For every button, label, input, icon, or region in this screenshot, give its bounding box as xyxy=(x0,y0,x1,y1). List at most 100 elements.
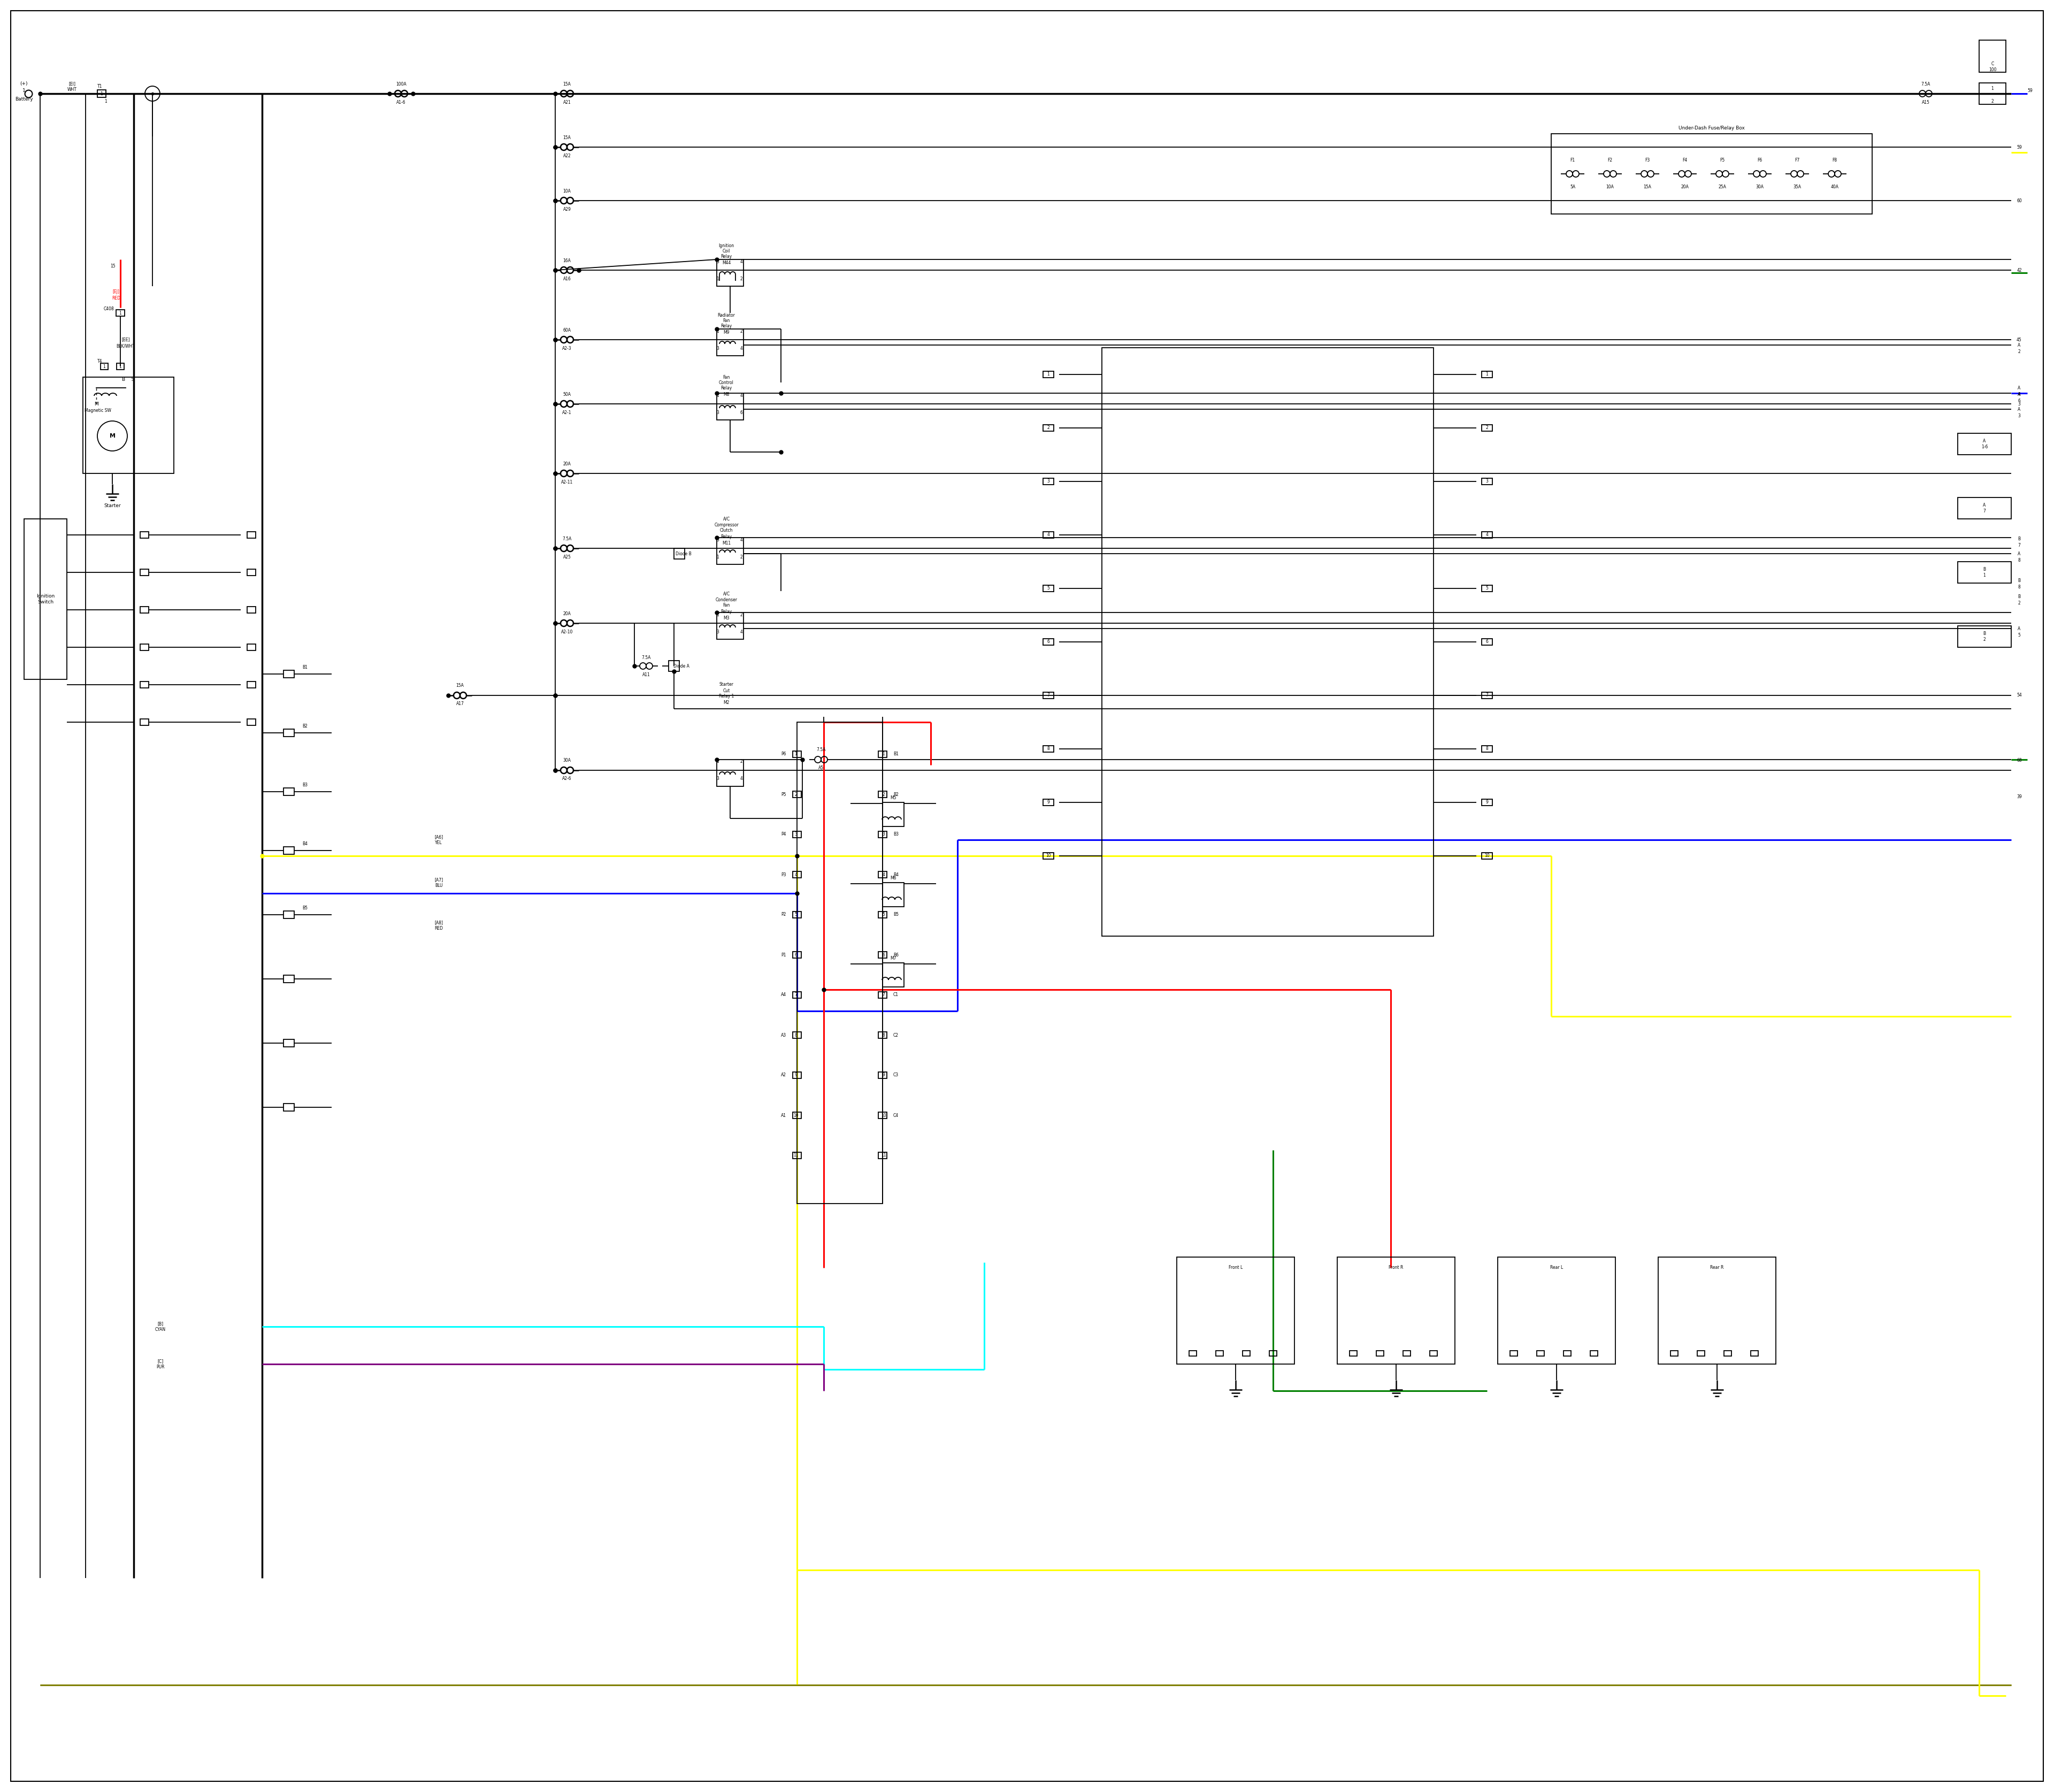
Text: 7.5A: 7.5A xyxy=(641,656,651,659)
Text: 7.5A: 7.5A xyxy=(1920,82,1931,86)
Bar xyxy=(1590,1351,1598,1357)
Text: Relay: Relay xyxy=(721,324,731,328)
Bar xyxy=(1043,586,1054,591)
Bar xyxy=(1750,1351,1758,1357)
Bar xyxy=(879,831,887,837)
Text: 2: 2 xyxy=(1048,425,1050,430)
Text: 4: 4 xyxy=(739,260,744,263)
Bar xyxy=(1697,1351,1705,1357)
Text: Cut: Cut xyxy=(723,688,729,694)
Bar xyxy=(1957,498,2011,520)
Text: A5: A5 xyxy=(817,765,824,771)
Text: 25A: 25A xyxy=(1719,185,1725,190)
Text: A25: A25 xyxy=(563,554,571,559)
Text: B: B xyxy=(2017,579,2021,582)
Text: 3: 3 xyxy=(717,538,719,543)
Bar xyxy=(1043,532,1054,538)
Text: [EI]: [EI] xyxy=(68,82,76,86)
Text: F4: F4 xyxy=(1682,158,1688,163)
Text: 20A: 20A xyxy=(563,611,571,616)
Text: 1: 1 xyxy=(717,554,719,559)
Text: B
2: B 2 xyxy=(1982,631,1986,642)
Bar xyxy=(1349,1351,1358,1357)
Bar xyxy=(793,1152,801,1159)
Text: A/C: A/C xyxy=(723,591,729,597)
Text: 6: 6 xyxy=(883,952,885,957)
Text: 9: 9 xyxy=(1485,799,1489,805)
Bar xyxy=(879,991,887,998)
Bar xyxy=(1043,799,1054,806)
Bar xyxy=(283,729,294,737)
Text: 39: 39 xyxy=(2017,794,2021,799)
Bar xyxy=(1269,1351,1278,1357)
Text: 3: 3 xyxy=(717,410,719,414)
Bar xyxy=(246,719,255,726)
Bar xyxy=(1043,638,1054,645)
Bar xyxy=(879,1032,887,1038)
Text: 1: 1 xyxy=(119,364,121,369)
Text: 3: 3 xyxy=(717,260,719,263)
Text: A16: A16 xyxy=(563,276,571,281)
Bar xyxy=(1723,1351,1732,1357)
Bar xyxy=(1957,434,2011,455)
Text: Relay 1: Relay 1 xyxy=(719,694,733,699)
Text: Relay: Relay xyxy=(721,534,731,539)
Bar xyxy=(717,538,744,564)
Bar xyxy=(1043,853,1054,858)
Text: T4: T4 xyxy=(97,358,103,364)
Text: M11: M11 xyxy=(723,541,731,545)
Text: F7: F7 xyxy=(1795,158,1799,163)
Text: 40A: 40A xyxy=(1830,185,1838,190)
Bar xyxy=(140,681,148,688)
Text: A
7: A 7 xyxy=(1982,504,1986,513)
Text: 8: 8 xyxy=(2017,584,2021,590)
Text: M44: M44 xyxy=(723,260,731,265)
Text: 1: 1 xyxy=(717,613,719,616)
Text: A: A xyxy=(2017,342,2021,348)
Bar xyxy=(1376,1351,1384,1357)
Text: 1: 1 xyxy=(119,310,121,315)
Text: A17: A17 xyxy=(456,701,464,706)
Bar xyxy=(883,962,904,987)
Bar xyxy=(1551,134,1871,213)
Bar xyxy=(793,790,801,797)
Text: B4: B4 xyxy=(893,873,900,876)
Text: 7: 7 xyxy=(883,993,885,998)
Text: P6: P6 xyxy=(781,753,787,756)
Text: Clutch: Clutch xyxy=(719,529,733,532)
Text: 3: 3 xyxy=(717,776,719,781)
Text: Condenser: Condenser xyxy=(715,597,737,602)
Text: 4: 4 xyxy=(1485,532,1489,538)
Text: 2: 2 xyxy=(883,792,885,797)
Text: 7.5A: 7.5A xyxy=(815,747,826,753)
Text: M3: M3 xyxy=(723,615,729,620)
Bar xyxy=(117,310,125,315)
Bar xyxy=(1563,1351,1571,1357)
Bar xyxy=(1189,1351,1197,1357)
Text: 3: 3 xyxy=(2017,414,2021,418)
Bar xyxy=(793,871,801,878)
Text: 2: 2 xyxy=(739,760,744,763)
Bar xyxy=(140,643,148,650)
Text: Diode B: Diode B xyxy=(676,552,692,556)
Bar xyxy=(1980,39,2007,72)
Text: 4: 4 xyxy=(2017,392,2021,396)
Text: Control: Control xyxy=(719,380,733,385)
Text: A
1-6: A 1-6 xyxy=(1982,439,1988,450)
Text: 2: 2 xyxy=(739,613,744,616)
Bar xyxy=(140,532,148,538)
Text: 11: 11 xyxy=(881,1152,885,1158)
Bar xyxy=(793,991,801,998)
Text: Fan: Fan xyxy=(723,375,729,380)
Text: BLK/WHT: BLK/WHT xyxy=(117,344,136,348)
Bar xyxy=(1043,745,1054,753)
Bar xyxy=(1510,1351,1518,1357)
Text: 54: 54 xyxy=(2017,694,2021,697)
Bar xyxy=(793,952,801,959)
Text: 8: 8 xyxy=(795,1032,797,1038)
Bar xyxy=(879,1072,887,1079)
Text: B4: B4 xyxy=(302,842,308,846)
Text: F3: F3 xyxy=(1645,158,1649,163)
Bar xyxy=(140,607,148,613)
Text: [EE]: [EE] xyxy=(121,337,129,342)
